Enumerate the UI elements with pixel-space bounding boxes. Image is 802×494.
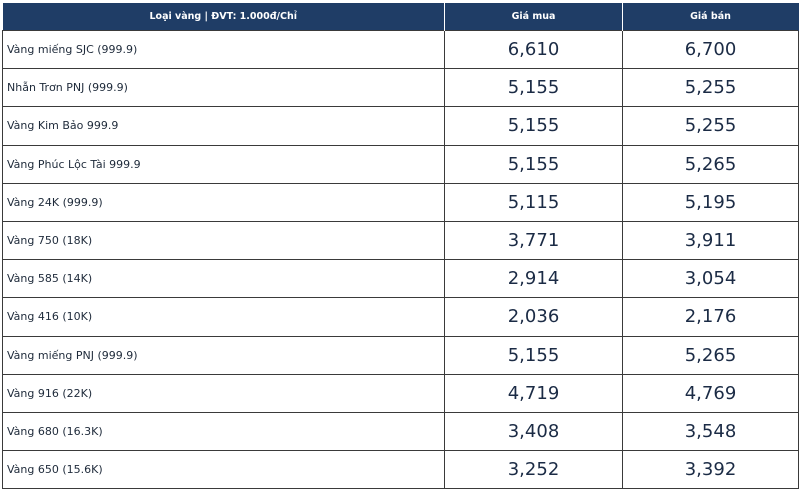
table-row: Vàng 750 (18K) 3,771 3,911 [3, 221, 799, 259]
sell-price-cell: 5,195 [623, 183, 799, 221]
table-row: Vàng 650 (15.6K) 3,252 3,392 [3, 451, 799, 489]
sell-price-cell: 3,054 [623, 260, 799, 298]
gold-type-cell: Vàng 916 (22K) [3, 374, 445, 412]
gold-price-table: Loại vàng | ĐVT: 1.000đ/Chỉ Giá mua Giá … [2, 3, 799, 489]
buy-price-cell: 2,914 [445, 260, 623, 298]
header-sell-price: Giá bán [623, 3, 799, 31]
buy-price-cell: 5,155 [445, 336, 623, 374]
buy-price-cell: 5,155 [445, 145, 623, 183]
gold-type-cell: Vàng miếng PNJ (999.9) [3, 336, 445, 374]
sell-price-cell: 3,548 [623, 412, 799, 450]
table-row: Nhẫn Trơn PNJ (999.9) 5,155 5,255 [3, 69, 799, 107]
buy-price-cell: 6,610 [445, 31, 623, 69]
table-row: Vàng 916 (22K) 4,719 4,769 [3, 374, 799, 412]
buy-price-cell: 3,771 [445, 221, 623, 259]
table-body: Vàng miếng SJC (999.9) 6,610 6,700 Nhẫn … [3, 31, 799, 489]
gold-type-cell: Nhẫn Trơn PNJ (999.9) [3, 69, 445, 107]
gold-type-cell: Vàng Kim Bảo 999.9 [3, 107, 445, 145]
buy-price-cell: 3,408 [445, 412, 623, 450]
sell-price-cell: 3,392 [623, 451, 799, 489]
table-row: Vàng 416 (10K) 2,036 2,176 [3, 298, 799, 336]
table-row: Vàng 585 (14K) 2,914 3,054 [3, 260, 799, 298]
header-row: Loại vàng | ĐVT: 1.000đ/Chỉ Giá mua Giá … [3, 3, 799, 31]
table-row: Vàng Kim Bảo 999.9 5,155 5,255 [3, 107, 799, 145]
sell-price-cell: 4,769 [623, 374, 799, 412]
gold-type-cell: Vàng 680 (16.3K) [3, 412, 445, 450]
gold-type-cell: Vàng 416 (10K) [3, 298, 445, 336]
table-row: Vàng miếng PNJ (999.9) 5,155 5,265 [3, 336, 799, 374]
sell-price-cell: 5,255 [623, 69, 799, 107]
sell-price-cell: 5,265 [623, 336, 799, 374]
header-gold-type: Loại vàng | ĐVT: 1.000đ/Chỉ [3, 3, 445, 31]
gold-type-cell: Vàng 750 (18K) [3, 221, 445, 259]
buy-price-cell: 5,155 [445, 69, 623, 107]
sell-price-cell: 2,176 [623, 298, 799, 336]
buy-price-cell: 4,719 [445, 374, 623, 412]
sell-price-cell: 5,255 [623, 107, 799, 145]
sell-price-cell: 5,265 [623, 145, 799, 183]
table-row: Vàng 24K (999.9) 5,115 5,195 [3, 183, 799, 221]
header-buy-price: Giá mua [445, 3, 623, 31]
buy-price-cell: 5,155 [445, 107, 623, 145]
gold-type-cell: Vàng 24K (999.9) [3, 183, 445, 221]
gold-type-cell: Vàng 650 (15.6K) [3, 451, 445, 489]
sell-price-cell: 3,911 [623, 221, 799, 259]
gold-type-cell: Vàng 585 (14K) [3, 260, 445, 298]
table-header: Loại vàng | ĐVT: 1.000đ/Chỉ Giá mua Giá … [3, 3, 799, 31]
table-row: Vàng miếng SJC (999.9) 6,610 6,700 [3, 31, 799, 69]
sell-price-cell: 6,700 [623, 31, 799, 69]
buy-price-cell: 3,252 [445, 451, 623, 489]
gold-type-cell: Vàng miếng SJC (999.9) [3, 31, 445, 69]
gold-type-cell: Vàng Phúc Lộc Tài 999.9 [3, 145, 445, 183]
table-row: Vàng Phúc Lộc Tài 999.9 5,155 5,265 [3, 145, 799, 183]
table-row: Vàng 680 (16.3K) 3,408 3,548 [3, 412, 799, 450]
buy-price-cell: 2,036 [445, 298, 623, 336]
buy-price-cell: 5,115 [445, 183, 623, 221]
